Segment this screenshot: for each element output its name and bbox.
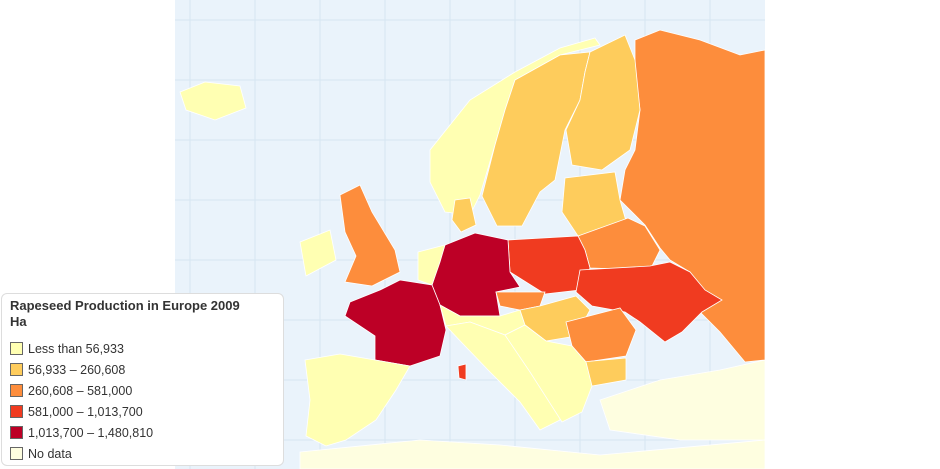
benelux-region[interactable] bbox=[417, 244, 446, 286]
legend-title: Rapeseed Production in Europe 2009 Ha bbox=[10, 298, 275, 330]
legend-label: 1,013,700 – 1,480,810 bbox=[28, 425, 154, 440]
balkans-region[interactable] bbox=[504, 324, 593, 423]
corsica-region[interactable] bbox=[457, 363, 467, 381]
legend: Rapeseed Production in Europe 2009 Ha Le… bbox=[1, 293, 284, 466]
legend-item[interactable]: 581,000 – 1,013,700 bbox=[10, 401, 275, 422]
finland-region[interactable] bbox=[565, 34, 641, 171]
legend-swatch bbox=[10, 426, 23, 439]
turkey-region[interactable] bbox=[599, 359, 766, 441]
legend-swatch bbox=[10, 447, 23, 460]
denmark-region[interactable] bbox=[451, 197, 477, 233]
legend-item[interactable]: 56,933 – 260,608 bbox=[10, 359, 275, 380]
legend-unit: Ha bbox=[10, 314, 27, 329]
legend-label: No data bbox=[28, 446, 72, 461]
ireland-region[interactable] bbox=[299, 229, 337, 277]
legend-item[interactable]: No data bbox=[10, 443, 275, 464]
france-region[interactable] bbox=[344, 279, 447, 367]
legend-label: 56,933 – 260,608 bbox=[28, 362, 126, 377]
legend-label: Less than 56,933 bbox=[28, 341, 124, 356]
legend-label: 581,000 – 1,013,700 bbox=[28, 404, 143, 419]
iberia-region[interactable] bbox=[304, 353, 411, 447]
iceland-region[interactable] bbox=[179, 81, 247, 121]
legend-label: 260,608 – 581,000 bbox=[28, 383, 133, 398]
ukraine-region[interactable] bbox=[575, 261, 723, 343]
legend-item[interactable]: 260,608 – 581,000 bbox=[10, 380, 275, 401]
legend-swatch bbox=[10, 363, 23, 376]
uk-region[interactable] bbox=[339, 184, 401, 287]
legend-swatch bbox=[10, 405, 23, 418]
legend-title-text: Rapeseed Production in Europe 2009 bbox=[10, 298, 240, 313]
legend-item[interactable]: Less than 56,933 bbox=[10, 338, 275, 359]
italy-region[interactable] bbox=[445, 321, 561, 431]
legend-item[interactable]: 1,013,700 – 1,480,810 bbox=[10, 422, 275, 443]
legend-swatch bbox=[10, 342, 23, 355]
legend-swatch bbox=[10, 384, 23, 397]
africa-region[interactable] bbox=[299, 439, 766, 469]
